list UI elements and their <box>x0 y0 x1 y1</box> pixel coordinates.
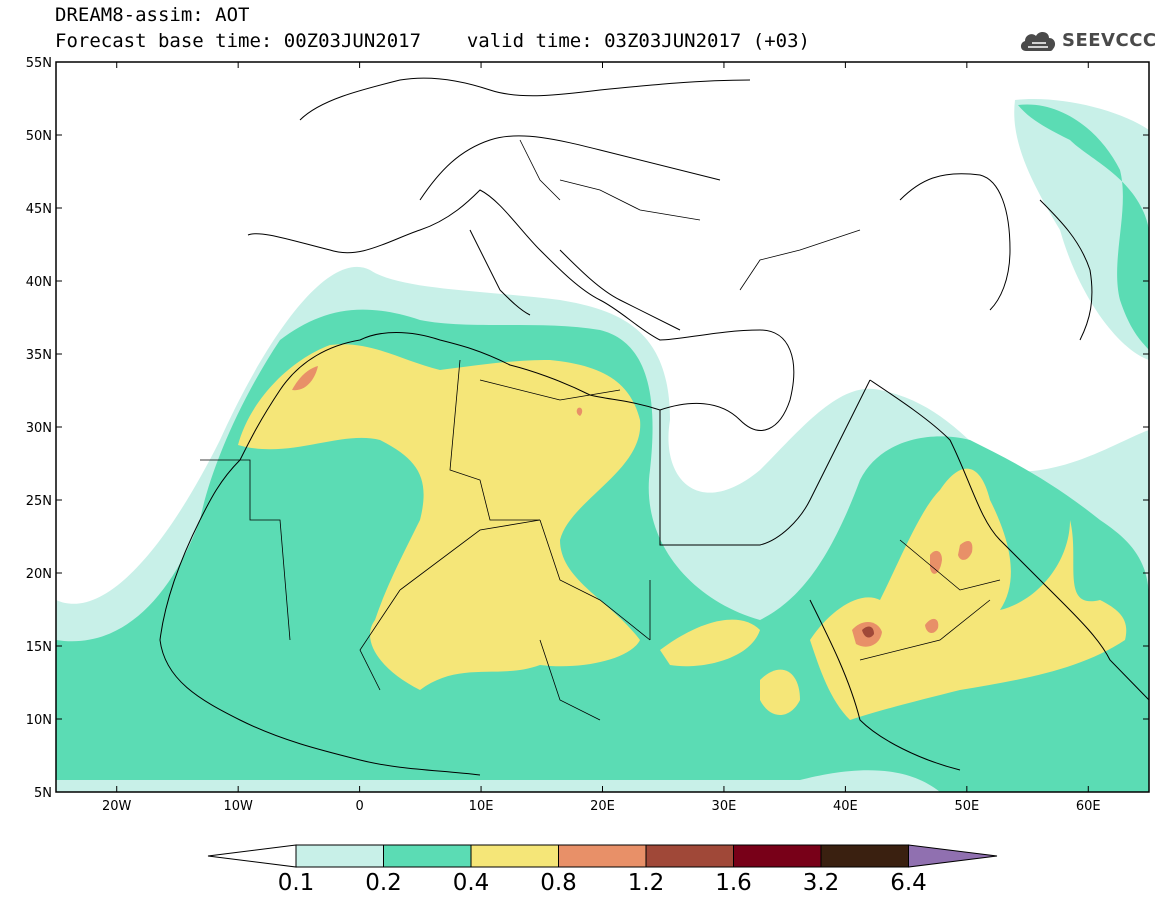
colorbar-label: 6.4 <box>890 870 927 896</box>
lon-tick-label: 10W <box>223 799 253 814</box>
lat-tick-label: 45N <box>26 202 52 217</box>
time-info: Forecast base time: 00Z03JUN2017 valid t… <box>55 32 810 51</box>
lat-tick-label: 50N <box>26 129 52 144</box>
aot-band-1.2 <box>862 626 874 638</box>
lon-tick-label: 60E <box>1076 799 1101 814</box>
lat-tick-label: 15N <box>26 640 52 655</box>
cloud-icon <box>1020 32 1056 51</box>
colorbar-cell <box>820 844 909 868</box>
colorbar-label: 0.2 <box>365 870 402 896</box>
colorbar-label: 0.8 <box>540 870 577 896</box>
lon-tick-label: 20W <box>102 799 132 814</box>
colorbar-cell <box>645 844 734 868</box>
aot-band-0.4 <box>238 344 1127 720</box>
base-time: Forecast base time: 00Z03JUN2017 <box>55 30 422 52</box>
colorbar-lower-arrow <box>207 844 297 868</box>
colorbar-cell <box>558 844 647 868</box>
colorbar-label: 1.6 <box>715 870 752 896</box>
lat-tick-label: 10N <box>26 713 52 728</box>
lon-tick-label: 20E <box>590 799 615 814</box>
valid-time: valid time: 03Z03JUN2017 (+03) <box>466 30 810 52</box>
colorbar-label: 1.2 <box>627 870 665 896</box>
colorbar-label: 0.1 <box>277 870 315 896</box>
colorbar-label: 3.2 <box>802 870 840 896</box>
seevccc-logo: SEEVCCC <box>1018 26 1157 54</box>
colorbar-cell <box>733 844 822 868</box>
longitude-axis: 20W 10W 0 10E 20E 30E 40E 50E 60E <box>102 62 1101 814</box>
colorbar-upper-arrow <box>908 844 998 868</box>
colorbar-label: 0.4 <box>452 870 490 896</box>
lon-tick-label: 10E <box>469 799 494 814</box>
colorbar-labels: 0.1 0.2 0.4 0.8 1.2 1.6 3.2 6.4 <box>0 870 1165 900</box>
country-borders <box>200 139 1001 721</box>
lon-tick-label: 50E <box>954 799 979 814</box>
lon-tick-label: 0 <box>355 799 363 814</box>
chart-title: DREAM8-assim: AOT <box>55 4 250 26</box>
logo-text: SEEVCCC <box>1062 29 1157 51</box>
lat-tick-label: 25N <box>26 494 52 509</box>
colorbar-cell <box>383 844 472 868</box>
colorbar <box>207 844 998 868</box>
lon-tick-label: 40E <box>833 799 858 814</box>
colorbar-cell <box>295 844 384 868</box>
lat-tick-label: 5N <box>34 786 52 801</box>
lat-tick-label: 30N <box>26 421 52 436</box>
coastlines <box>159 77 1149 776</box>
colorbar-cell <box>470 844 559 868</box>
lat-tick-label: 35N <box>26 348 52 363</box>
lon-tick-label: 30E <box>712 799 737 814</box>
lat-tick-label: 20N <box>26 567 52 582</box>
aot-band-0.8 <box>292 366 973 647</box>
lat-tick-label: 55N <box>26 56 52 71</box>
latitude-axis: 55N 50N 45N 40N 35N 30N 25N 20N 15N 10N 5N <box>26 56 1149 801</box>
lat-tick-label: 40N <box>26 275 52 290</box>
